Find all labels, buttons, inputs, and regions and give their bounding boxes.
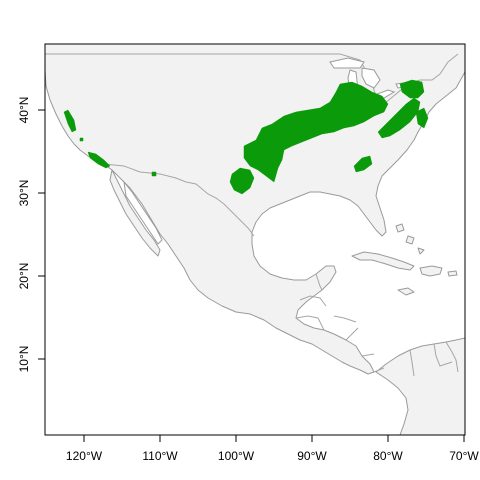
- bahamas: [395, 223, 425, 255]
- puerto-rico: [447, 270, 458, 277]
- south-america-land: [375, 337, 465, 435]
- x-tick-label: 120°W: [66, 449, 103, 463]
- x-tick-label: 70°W: [449, 449, 479, 463]
- x-tick-label: 90°W: [297, 449, 327, 463]
- x-tick-label: 80°W: [373, 449, 403, 463]
- x-tick-label: 100°W: [218, 449, 255, 463]
- hispaniola: [419, 265, 443, 277]
- distribution-coast-patch: [415, 107, 429, 129]
- x-tick-label: 110°W: [142, 449, 178, 463]
- gulf-of-california: [123, 180, 163, 245]
- central-america-borders: [295, 295, 385, 373]
- north-america-land: [45, 44, 465, 375]
- y-tick-label: 10°N: [17, 346, 31, 373]
- distribution-northeast-patch: [399, 79, 425, 99]
- lake-huron: [361, 67, 381, 89]
- jamaica: [397, 287, 415, 296]
- distribution-small-dot-2: [79, 137, 84, 142]
- lake-superior: [329, 57, 365, 69]
- x-axis: 120°W 110°W 100°W 90°W 80°W 70°W: [66, 434, 479, 463]
- y-tick-label: 40°N: [17, 97, 31, 124]
- baja-california: [109, 169, 161, 257]
- distribution-texas-patch: [229, 167, 255, 195]
- distribution-east-patch: [377, 97, 421, 139]
- south-america-borders: [409, 341, 459, 377]
- y-tick-label: 30°N: [17, 180, 31, 207]
- distribution-california-south: [87, 151, 111, 169]
- cuba: [351, 251, 415, 271]
- us-mexico-border: [103, 163, 255, 237]
- y-axis: 10°N 20°N 30°N 40°N: [17, 97, 46, 373]
- distribution-southeast-patch: [353, 155, 373, 173]
- distribution-california-north: [63, 109, 77, 133]
- species-distribution: [63, 79, 429, 195]
- y-tick-label: 20°N: [17, 263, 31, 290]
- distribution-small-dot-1: [151, 171, 157, 177]
- yucatan-border: [315, 273, 323, 291]
- distribution-central-main: [243, 81, 389, 183]
